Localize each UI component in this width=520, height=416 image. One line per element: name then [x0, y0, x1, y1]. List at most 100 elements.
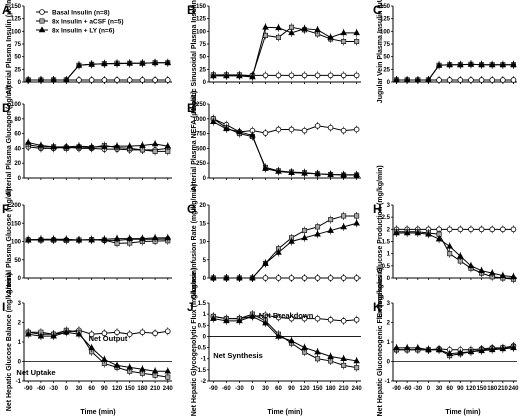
x-tick-label: -30: [49, 386, 58, 392]
data-point: [151, 367, 159, 374]
y-tick-label: 250: [196, 161, 207, 167]
data-point: [126, 363, 134, 370]
y-tick-label: -0.5: [196, 346, 207, 352]
data-point: [288, 275, 295, 281]
x-tick-label: 150: [125, 386, 136, 392]
y-tick-label: 0: [387, 276, 391, 282]
data-point: [62, 235, 70, 242]
data-point: [24, 138, 32, 145]
y-tick-label: 1.5: [382, 240, 391, 246]
data-point: [393, 76, 400, 83]
data-point: [446, 350, 453, 357]
x-tick-label: 120: [300, 386, 311, 392]
data-point: [353, 219, 360, 226]
x-tick-label: 240: [352, 386, 363, 392]
x-tick-label: 210: [150, 386, 161, 392]
data-point: [139, 59, 146, 66]
data-point: [393, 344, 400, 351]
y-tick-label: 50: [199, 55, 206, 61]
series-line: [213, 222, 357, 279]
data-point: [327, 124, 334, 131]
panel-label: G: [187, 202, 196, 216]
data-point: [457, 226, 464, 233]
data-point: [314, 72, 321, 79]
y-tick-label: 0: [203, 276, 207, 282]
data-point: [288, 315, 295, 322]
data-point: [210, 118, 217, 125]
x-tick-label: 30: [436, 386, 443, 392]
data-point: [341, 362, 347, 368]
y-tick-label: -1: [201, 357, 207, 363]
y-tick-label: 3: [387, 301, 391, 307]
panel-label: C: [373, 3, 382, 17]
data-point: [164, 59, 172, 66]
y-axis-label: Arterial Plasma Glucagon (pg/ml): [6, 86, 13, 196]
data-point: [314, 315, 321, 322]
data-point: [301, 343, 308, 350]
y-tick-label: 150: [11, 221, 22, 227]
data-point: [152, 148, 158, 154]
data-point: [101, 60, 108, 67]
y-tick-label: 5: [203, 258, 207, 264]
y-tick-label: 25: [14, 67, 21, 73]
data-point: [139, 365, 146, 372]
data-point: [249, 274, 256, 281]
series-line: [396, 63, 514, 81]
data-point: [88, 331, 95, 338]
data-point: [478, 347, 485, 354]
data-point: [327, 170, 334, 177]
data-point: [275, 167, 282, 174]
annotation: Net Uptake: [16, 368, 55, 377]
data-point: [510, 226, 517, 233]
data-point: [327, 316, 334, 323]
data-point: [50, 332, 57, 339]
data-point: [210, 72, 217, 79]
data-point: [262, 164, 269, 171]
data-point: [489, 77, 496, 83]
data-point: [478, 77, 485, 83]
y-tick-label: 100: [380, 29, 391, 35]
data-point: [37, 235, 45, 242]
data-point: [75, 236, 83, 243]
y-axis-label: Net Hepatic Glycogenolytic Flux (mg/kg/m…: [191, 268, 198, 416]
y-tick-label: 0: [203, 334, 207, 340]
data-point: [327, 352, 334, 359]
data-point: [457, 61, 464, 68]
x-tick-label: 30: [262, 386, 269, 392]
legend-marker: [39, 18, 45, 24]
y-tick-label: 0: [18, 360, 22, 366]
data-point: [37, 141, 45, 148]
panel-label: J: [187, 300, 194, 314]
y-tick-label: 0: [387, 80, 391, 86]
data-point: [262, 259, 269, 266]
panel-label: K: [373, 300, 382, 314]
data-point: [88, 344, 95, 351]
data-point: [488, 346, 496, 353]
data-point: [249, 73, 256, 80]
data-point: [139, 141, 146, 148]
data-point: [302, 228, 308, 234]
data-point: [489, 226, 496, 233]
data-point: [510, 273, 517, 280]
y-tick-label: 20: [14, 161, 21, 167]
data-point: [50, 235, 57, 242]
data-point: [301, 315, 308, 322]
y-axis-label: Endogenous Glucose Production (mg/kg/min…: [377, 165, 384, 317]
x-tick-label: 180: [326, 386, 337, 392]
data-point: [478, 267, 485, 274]
data-point: [510, 77, 517, 83]
data-point: [164, 142, 172, 149]
data-point: [165, 374, 171, 380]
y-axis-label: Net Hepatic Glucose Balance (mg/kg/min): [6, 273, 13, 411]
y-tick-label: 150: [196, 4, 207, 10]
data-point: [467, 60, 475, 67]
y-tick-label: 40: [14, 146, 21, 152]
data-point: [236, 317, 243, 324]
data-point: [315, 356, 321, 362]
y-axis-label: Hepatic Sinusoidal Plasma Insulin (µU/ml…: [191, 0, 198, 114]
data-point: [314, 348, 321, 355]
data-point: [499, 271, 507, 278]
series-line: [28, 239, 168, 244]
